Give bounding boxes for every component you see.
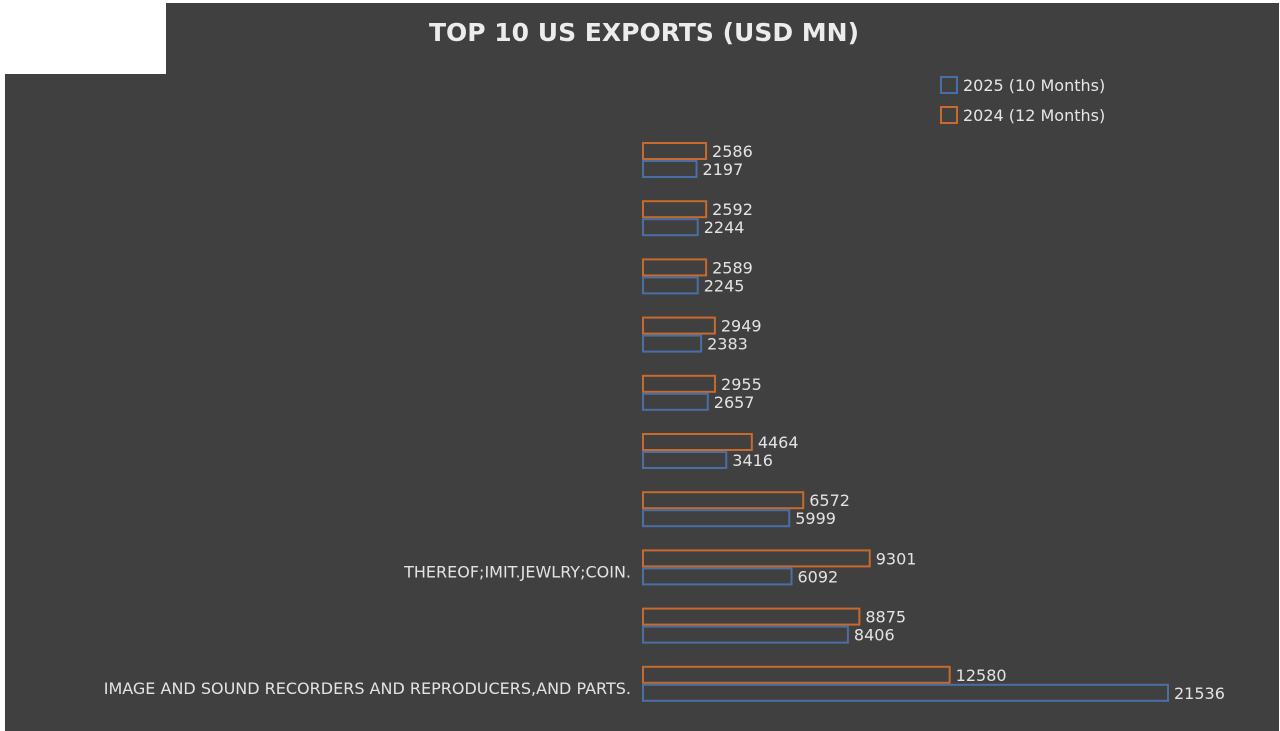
bar-2025-2 xyxy=(642,218,699,237)
chart-title: TOP 10 US EXPORTS (USD MN) xyxy=(429,18,859,47)
value-label-2025-8: 6092 xyxy=(798,567,839,586)
bar-2025-1 xyxy=(642,160,698,178)
value-label-2024-3: 2589 xyxy=(712,258,753,277)
value-label-2025-5: 2657 xyxy=(714,393,755,412)
legend-label-2: 2024 (12 Months) xyxy=(963,106,1105,125)
sheet-cell-area xyxy=(0,0,166,74)
bar-2024-8 xyxy=(642,549,871,568)
bar-2024-3 xyxy=(642,258,708,277)
value-label-2025-4: 2383 xyxy=(707,335,748,354)
value-label-2025-2: 2244 xyxy=(704,218,745,237)
bar-2024-10 xyxy=(642,665,951,684)
value-label-2024-1: 2586 xyxy=(712,142,753,161)
bars-group xyxy=(642,142,1169,702)
value-label-2024-4: 2949 xyxy=(721,317,762,336)
bar-2025-3 xyxy=(642,276,699,295)
bar-2024-9 xyxy=(642,607,861,626)
bar-2025-7 xyxy=(642,509,791,528)
bar-2025-6 xyxy=(642,451,728,469)
value-label-2025-1: 2197 xyxy=(703,160,744,179)
legend-swatch-1 xyxy=(940,76,958,94)
bar-2024-5 xyxy=(642,374,717,393)
value-label-2024-9: 8875 xyxy=(865,608,906,627)
category-label-8: THEREOF;IMIT.JEWLRY;COIN. xyxy=(403,562,631,581)
bar-2024-7 xyxy=(642,491,805,510)
bar-2024-4 xyxy=(642,316,716,335)
value-label-2024-8: 9301 xyxy=(876,549,917,568)
bar-2025-9 xyxy=(642,625,849,644)
value-label-2025-10: 21536 xyxy=(1174,684,1225,703)
value-label-2025-6: 3416 xyxy=(732,451,773,470)
value-label-2025-3: 2245 xyxy=(704,276,745,295)
category-label-10: IMAGE AND SOUND RECORDERS AND REPRODUCER… xyxy=(104,679,631,698)
bar-2024-2 xyxy=(642,200,708,219)
value-label-2025-7: 5999 xyxy=(795,509,836,528)
value-label-2024-7: 6572 xyxy=(809,491,850,510)
bar-2024-1 xyxy=(642,142,708,160)
legend: 2025 (10 Months) 2024 (12 Months) xyxy=(940,76,1105,125)
bar-2025-10 xyxy=(642,683,1169,702)
value-label-2024-6: 4464 xyxy=(758,433,799,452)
value-label-2024-5: 2955 xyxy=(721,375,762,394)
value-label-2024-10: 12580 xyxy=(956,666,1007,685)
bar-2025-4 xyxy=(642,334,703,353)
value-label-2025-9: 8406 xyxy=(854,626,895,645)
legend-label-1: 2025 (10 Months) xyxy=(963,76,1105,95)
bar-2024-6 xyxy=(642,433,753,451)
legend-swatch-2 xyxy=(940,106,958,124)
bar-2025-5 xyxy=(642,392,709,411)
bar-2025-8 xyxy=(642,567,793,586)
value-label-2024-2: 2592 xyxy=(712,200,753,219)
